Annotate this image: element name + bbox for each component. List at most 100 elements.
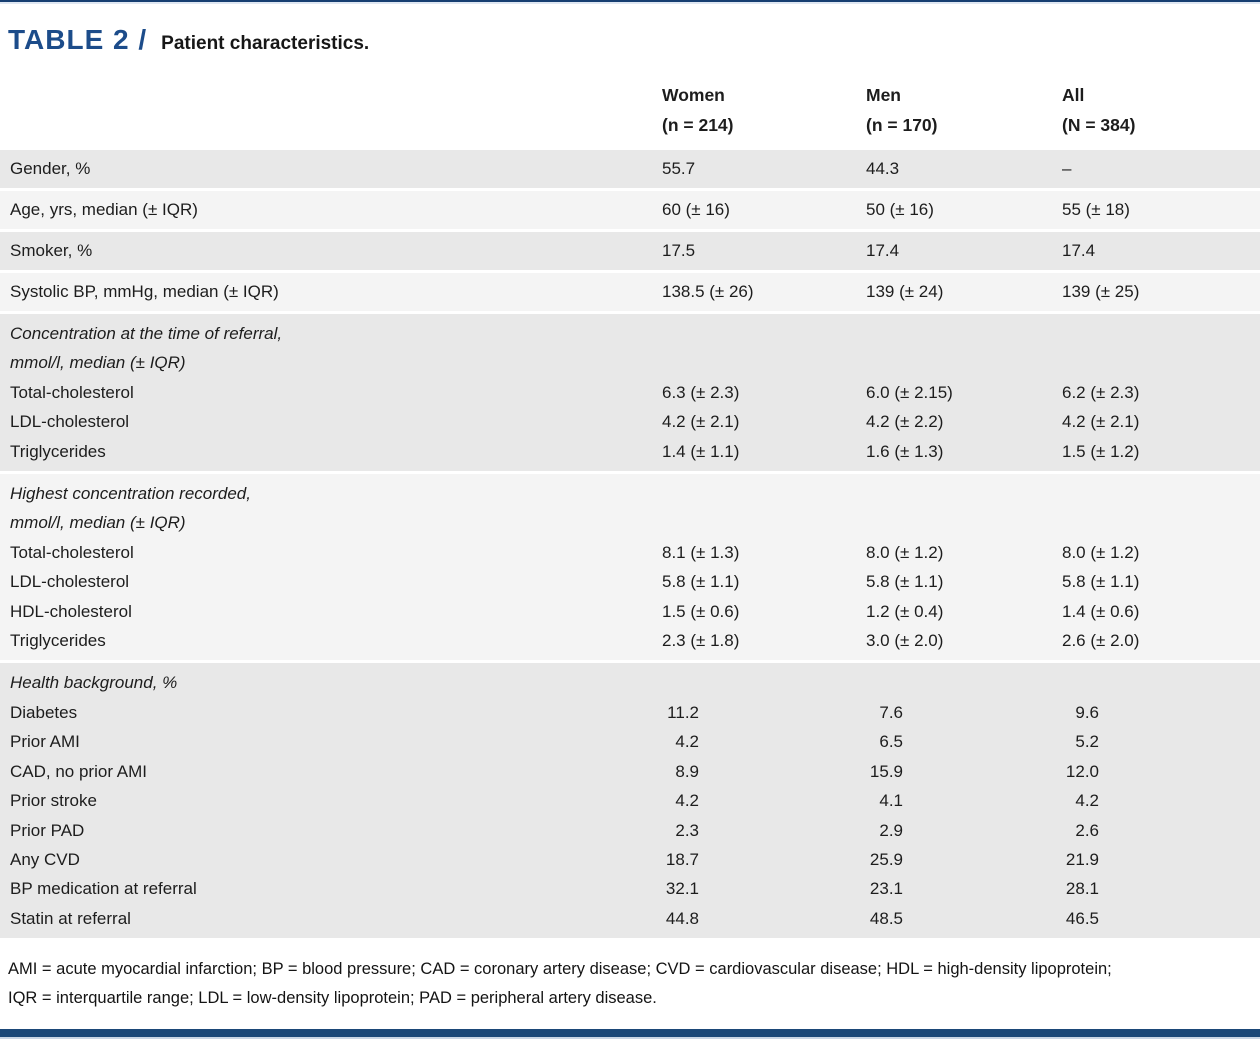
cell-number: 2.9 (879, 820, 903, 840)
cell-value: 8.9 (662, 757, 866, 786)
cell-value: 28.1 (1062, 874, 1260, 903)
table-caption: TABLE 2 / Patient characteristics. (8, 24, 1260, 56)
cell-value: 5.8 (± 1.1) (662, 572, 740, 592)
cell-number: 21.9 (1065, 849, 1099, 869)
column-header-line: All (1062, 85, 1085, 105)
table-section-band: Highest concentration recorded, mmol/l, m… (0, 474, 1260, 661)
cell-value: 50 (± 16) (866, 200, 934, 220)
cell-value: 5.2 (1062, 727, 1260, 756)
section-heading: Health background, % (10, 673, 178, 693)
cell-value: 4.1 (866, 786, 1062, 815)
cell-number: 48.5 (869, 908, 903, 928)
table-row: CAD, no prior AMI 8.9 15.9 12.0 (0, 757, 1260, 786)
row-label: Diabetes (10, 702, 78, 722)
cell-value: 25.9 (866, 845, 1062, 874)
cell-value: 55 (± 18) (1062, 200, 1130, 220)
cell-number: 32.1 (665, 879, 699, 899)
row-label: HDL-cholesterol (10, 601, 132, 621)
cell-value: 1.4 (± 0.6) (1062, 601, 1140, 621)
column-header-line: Women (662, 85, 725, 105)
section-heading: Highest concentration recorded, (10, 484, 251, 504)
table-row: Triglycerides 1.4 (± 1.1) 1.6 (± 1.3) 1.5 (… (0, 437, 1260, 466)
cell-value: 21.9 (1062, 845, 1260, 874)
table-row: Prior stroke 4.2 4.1 4.2 (0, 786, 1260, 815)
cell-value: 5.8 (± 1.1) (866, 572, 944, 592)
table-section-band: Health background, % Diabetes 11.2 7.6 9.6 Pr… (0, 663, 1260, 939)
cell-value: 6.2 (± 2.3) (1062, 382, 1140, 402)
cell-number: 7.6 (879, 702, 903, 722)
table-row: Statin at referral 44.8 48.5 46.5 (0, 904, 1260, 933)
row-label: Triglycerides (10, 441, 106, 461)
cell-value: 1.5 (± 0.6) (662, 601, 740, 621)
cell-number: 8.9 (675, 761, 699, 781)
cell-value: 6.0 (± 2.15) (866, 382, 953, 402)
cell-value: 8.0 (± 1.2) (866, 542, 944, 562)
cell-value: 8.1 (± 1.3) (662, 542, 740, 562)
column-header-men: Men (n = 170) (866, 80, 1062, 140)
cell-number: 4.1 (879, 791, 903, 811)
row-label: Prior stroke (10, 791, 97, 811)
cell-value: 11.2 (662, 698, 866, 727)
column-header-line: (n = 214) (662, 115, 734, 135)
cell-number: 4.2 (675, 732, 699, 752)
cell-number: 6.5 (879, 732, 903, 752)
table-row-band: Gender, % 55.7 44.3 – (0, 150, 1260, 188)
cell-value: 18.7 (662, 845, 866, 874)
section-heading: mmol/l, median (± IQR) (10, 513, 186, 533)
row-label: LDL-cholesterol (10, 412, 130, 432)
bottom-divider (0, 1029, 1260, 1039)
cell-number: 18.7 (665, 849, 699, 869)
cell-value: 60 (± 16) (662, 200, 730, 220)
row-label: Smoker, % (10, 241, 93, 261)
cell-number: 4.2 (675, 791, 699, 811)
table-row: Systolic BP, mmHg, median (± IQR) 138.5 (… (0, 273, 1260, 311)
column-header-women: Women (n = 214) (662, 80, 866, 140)
table-row-band: Systolic BP, mmHg, median (± IQR) 138.5 (… (0, 273, 1260, 311)
cell-value: 139 (± 24) (866, 282, 944, 302)
cell-value: 1.4 (± 1.1) (662, 441, 740, 461)
table-number-label: TABLE 2 / (8, 24, 148, 55)
cell-number: 23.1 (869, 879, 903, 899)
cell-value: 44.3 (866, 159, 900, 179)
cell-value: 44.8 (662, 904, 866, 933)
table-row: Smoker, % 17.5 17.4 17.4 (0, 232, 1260, 270)
column-header-all: All (N = 384) (1062, 80, 1260, 140)
cell-value: 32.1 (662, 874, 866, 903)
cell-number: 46.5 (1065, 908, 1099, 928)
cell-value: 55.7 (662, 159, 696, 179)
cell-value: 4.2 (± 2.1) (662, 412, 740, 432)
row-label: Total-cholesterol (10, 542, 134, 562)
table-row-band: Smoker, % 17.5 17.4 17.4 (0, 232, 1260, 270)
cell-value: 4.2 (± 2.2) (866, 412, 944, 432)
cell-value: 15.9 (866, 757, 1062, 786)
cell-value: 6.3 (± 2.3) (662, 382, 740, 402)
cell-value: 2.3 (662, 816, 866, 845)
cell-value: 48.5 (866, 904, 1062, 933)
cell-number: 15.9 (869, 761, 903, 781)
cell-value: – (1062, 159, 1072, 179)
cell-number: 2.3 (675, 820, 699, 840)
cell-value: 6.5 (866, 727, 1062, 756)
row-label: Prior AMI (10, 732, 80, 752)
table-title: Patient characteristics. (161, 33, 370, 54)
row-label: Systolic BP, mmHg, median (± IQR) (10, 282, 279, 302)
cell-number: 11.2 (667, 702, 699, 722)
cell-number: 25.9 (869, 849, 903, 869)
cell-number: 9.6 (1075, 702, 1099, 722)
table-body: Gender, % 55.7 44.3 – Age, yrs, median (± IQ… (0, 150, 1260, 939)
cell-value: 7.6 (866, 698, 1062, 727)
table-row: Triglycerides 2.3 (± 1.8) 3.0 (± 2.0) 2.6 (… (0, 626, 1260, 655)
table-row: Prior AMI 4.2 6.5 5.2 (0, 727, 1260, 756)
cell-number: 2.6 (1075, 820, 1099, 840)
header-spacer (0, 80, 662, 140)
cell-value: 5.8 (± 1.1) (1062, 572, 1140, 592)
cell-value: 17.4 (866, 241, 900, 261)
table-row: Total-cholesterol 8.1 (± 1.3) 8.0 (± 1.2) 8… (0, 538, 1260, 567)
cell-value: 1.6 (± 1.3) (866, 441, 944, 461)
table-row: Prior PAD 2.3 2.9 2.6 (0, 816, 1260, 845)
column-header-row: Women (n = 214) Men (n = 170) All (N = 3… (0, 80, 1260, 140)
cell-value: 4.2 (1062, 786, 1260, 815)
row-label: Age, yrs, median (± IQR) (10, 200, 198, 220)
cell-value: 1.5 (± 1.2) (1062, 441, 1140, 461)
table-row: LDL-cholesterol 4.2 (± 2.1) 4.2 (± 2.2) 4.2… (0, 407, 1260, 436)
